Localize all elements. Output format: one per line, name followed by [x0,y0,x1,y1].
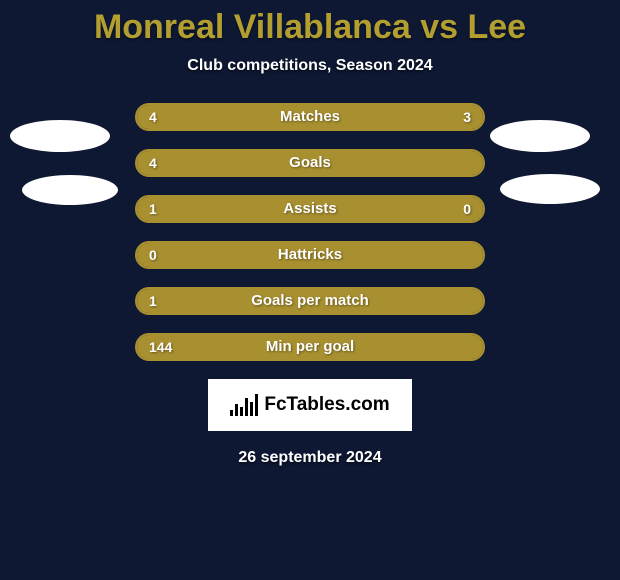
stat-row: Matches4 3 [135,103,485,131]
stat-value-left: 1 [149,197,157,221]
decorative-ellipse [500,174,600,204]
stat-value-right: 3 [463,105,471,129]
stats-comparison: Matches43Goals4Assists10Hattricks0Goals … [135,103,485,361]
stat-value-left: 4 [149,105,157,129]
stat-row: Assists1 0 [135,195,485,223]
stat-label: Goals per match [137,289,483,313]
stat-value-left: 144 [149,335,172,359]
stat-label: Hattricks [137,243,483,267]
bars-icon [230,394,258,416]
stat-value-right: 0 [463,197,471,221]
stat-value-left: 4 [149,151,157,175]
decorative-ellipse [490,120,590,152]
stat-label: Matches [137,105,483,129]
decorative-ellipse [22,175,118,205]
stat-row: Goals per match1 [135,287,485,315]
page-title: Monreal Villablanca vs Lee [0,0,620,47]
stat-value-left: 0 [149,243,157,267]
stat-label: Goals [137,151,483,175]
date-label: 26 september 2024 [0,449,620,467]
stat-label: Assists [137,197,483,221]
stat-value-left: 1 [149,289,157,313]
brand-name: FcTables.com [264,394,389,416]
subtitle: Club competitions, Season 2024 [0,57,620,75]
stat-row: Goals4 [135,149,485,177]
stat-row: Hattricks0 [135,241,485,269]
stat-row: Min per goal144 [135,333,485,361]
stat-label: Min per goal [137,335,483,359]
decorative-ellipse [10,120,110,152]
brand-logo: FcTables.com [208,379,412,431]
